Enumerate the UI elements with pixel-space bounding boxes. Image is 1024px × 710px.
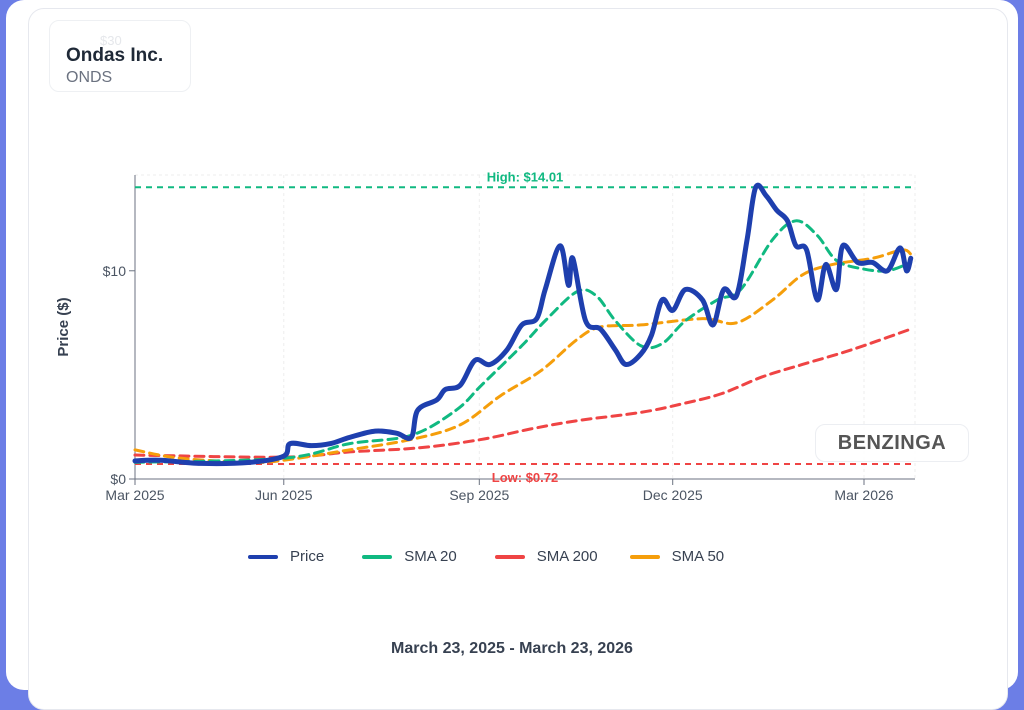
series-line-price (132, 182, 914, 467)
date-range: March 23, 2025 - March 23, 2026 (391, 640, 633, 657)
low-label: Low: $0.72 (492, 470, 558, 485)
legend-item-price[interactable]: Price (248, 548, 324, 565)
y-axis-title: Price ($) (55, 297, 72, 356)
ghost-label: $30 (100, 33, 122, 48)
legend-swatch (362, 554, 393, 559)
legend-label: SMA 50 (671, 548, 725, 565)
legend: Price SMA 20 SMA 200 SMA 50 (248, 548, 756, 565)
legend-item-sma50[interactable]: SMA 50 (629, 548, 725, 565)
company-name: Ondas Inc. (66, 45, 164, 66)
x-tick-label: Dec 2025 (643, 487, 703, 503)
y-tick-label: $0 (110, 471, 126, 487)
legend-item-sma200[interactable]: SMA 200 (494, 548, 598, 565)
price-chart: $0 $10 Mar 2025 Jun 2025 Sep 2025 Dec 2025 Mar… (55, 169, 916, 503)
ticker-card: $30 Ondas Inc. ONDS (49, 20, 191, 92)
high-label: High: $14.01 (487, 169, 564, 184)
legend-label: SMA 20 (404, 548, 457, 565)
x-tick-label: Mar 2025 (105, 487, 164, 503)
legend-swatch (494, 554, 525, 559)
legend-swatch (629, 554, 660, 559)
ticker-symbol: ONDS (66, 69, 113, 86)
y-tick-label: $10 (103, 263, 127, 279)
series-line-sma200 (133, 327, 913, 459)
chart-card (28, 8, 1008, 710)
series-line-sma20 (133, 219, 913, 464)
legend-swatch (248, 554, 278, 559)
page-frame (6, 0, 1018, 710)
x-tick-label: Mar 2026 (834, 487, 893, 503)
series-line-sma50 (133, 248, 913, 464)
x-tick-label: Sep 2025 (449, 487, 509, 503)
x-tick-label: Jun 2025 (255, 487, 313, 503)
legend-item-sma20[interactable]: SMA 20 (362, 548, 457, 565)
benzinga-logo: BENZINGA (815, 424, 969, 462)
legend-label: Price (290, 548, 325, 565)
legend-label: SMA 200 (536, 548, 598, 565)
